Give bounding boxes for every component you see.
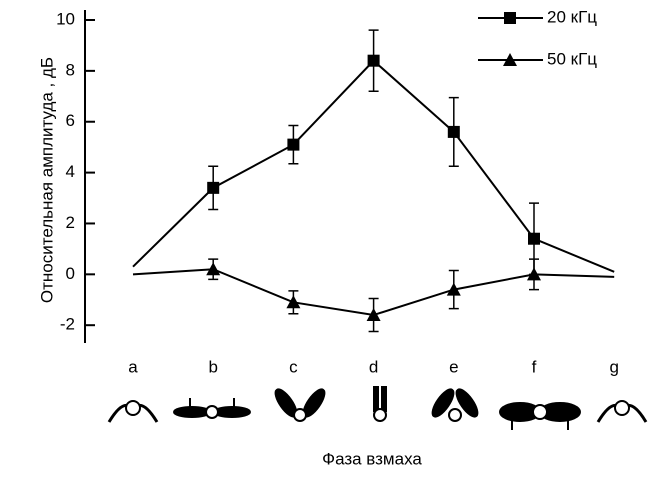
marker bbox=[286, 295, 301, 309]
legend-marker bbox=[504, 12, 516, 24]
marker bbox=[447, 125, 460, 138]
marker bbox=[287, 138, 300, 151]
phase-icons bbox=[107, 386, 648, 430]
legend-label: 50 кГц bbox=[547, 49, 597, 68]
x-tick-label: c bbox=[289, 357, 298, 376]
y-tick-label: 2 bbox=[66, 213, 75, 232]
legend-label: 20 кГц bbox=[547, 7, 597, 26]
y-tick-label: 6 bbox=[66, 111, 75, 130]
legend-marker bbox=[503, 53, 517, 66]
marker bbox=[446, 282, 461, 296]
marker bbox=[367, 54, 380, 67]
x-tick-label: f bbox=[532, 357, 537, 376]
marker bbox=[528, 232, 540, 245]
marker bbox=[366, 308, 381, 322]
marker bbox=[206, 262, 221, 276]
x-tick-label: e bbox=[449, 357, 458, 376]
x-tick-label: d bbox=[369, 357, 378, 376]
x-axis-label: Фаза взмаха bbox=[322, 449, 422, 468]
series-line bbox=[132, 59, 615, 273]
x-tick-label: a bbox=[128, 357, 138, 376]
y-tick-label: 10 bbox=[56, 9, 75, 28]
y-tick-label: 4 bbox=[66, 162, 75, 181]
x-tick-label: g bbox=[609, 357, 618, 376]
marker bbox=[527, 267, 541, 281]
x-tick-label: b bbox=[208, 357, 217, 376]
y-tick-label: 0 bbox=[66, 264, 75, 283]
y-tick-label: -2 bbox=[60, 315, 75, 334]
y-axis-label: Относительная амплитуда , дБ bbox=[37, 57, 56, 303]
y-tick-label: 8 bbox=[66, 60, 75, 79]
marker bbox=[207, 181, 220, 194]
